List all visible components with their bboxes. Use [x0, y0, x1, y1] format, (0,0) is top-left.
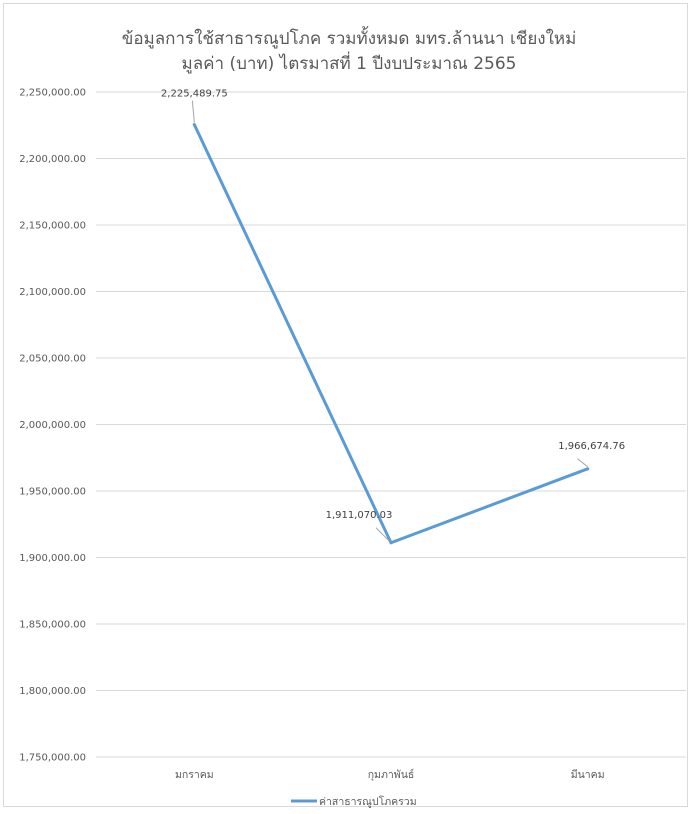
series-point	[389, 541, 393, 545]
y-axis-ticks: 1,750,000.00 1,800,000.00 1,850,000.00 1,90…	[19, 88, 86, 764]
y-tick-label: 1,950,000.00	[19, 487, 86, 498]
legend: ค่าสาธารณูปโภครวม	[291, 795, 417, 808]
y-tick-label: 1,900,000.00	[19, 553, 86, 564]
data-label: 1,911,070.03	[326, 510, 393, 521]
y-tick-label: 2,150,000.00	[19, 221, 86, 232]
y-tick-label: 2,050,000.00	[19, 354, 86, 365]
y-tick-label: 1,850,000.00	[19, 620, 86, 631]
data-label-leader	[191, 100, 195, 123]
gridlines	[96, 91, 686, 758]
y-tick-label: 2,000,000.00	[19, 420, 86, 431]
y-tick-label: 2,100,000.00	[19, 287, 86, 298]
x-category-label: มกราคม	[175, 769, 214, 781]
data-label: 2,225,489.75	[161, 89, 228, 100]
line-chart: ข้อมูลการใช้สาธารณูปโภค รวมทั้งหมด มทร.ล…	[19, 26, 686, 808]
x-axis-categories: มกราคม กุมภาพันธ์ มีนาคม	[175, 768, 605, 781]
chart-frame: ข้อมูลการใช้สาธารณูปโภค รวมทั้งหมด มทร.ล…	[3, 3, 688, 808]
x-category-label: กุมภาพันธ์	[368, 768, 415, 781]
y-tick-label: 1,750,000.00	[19, 753, 86, 764]
data-label-leader	[375, 527, 390, 542]
series-group	[192, 123, 590, 545]
chart-title: ข้อมูลการใช้สาธารณูปโภค รวมทั้งหมด มทร.ล…	[122, 26, 577, 49]
x-category-label: มีนาคม	[571, 768, 605, 781]
y-tick-label: 2,200,000.00	[19, 154, 86, 165]
legend-label: ค่าสาธารณูปโภครวม	[319, 795, 417, 808]
series-line	[192, 123, 590, 545]
series-point	[192, 123, 196, 127]
y-tick-label: 2,250,000.00	[19, 88, 86, 99]
data-labels: 2,225,489.75 1,911,070.03 1,966,674.76	[161, 89, 625, 542]
y-tick-label: 1,800,000.00	[19, 686, 86, 697]
data-label: 1,966,674.76	[558, 441, 625, 452]
series-point	[586, 467, 590, 471]
data-label-leader	[577, 458, 588, 468]
chart-subtitle: มูลค่า (บาท) ไตรมาสที่ 1 ปีงบประมาณ 2565	[182, 51, 517, 74]
